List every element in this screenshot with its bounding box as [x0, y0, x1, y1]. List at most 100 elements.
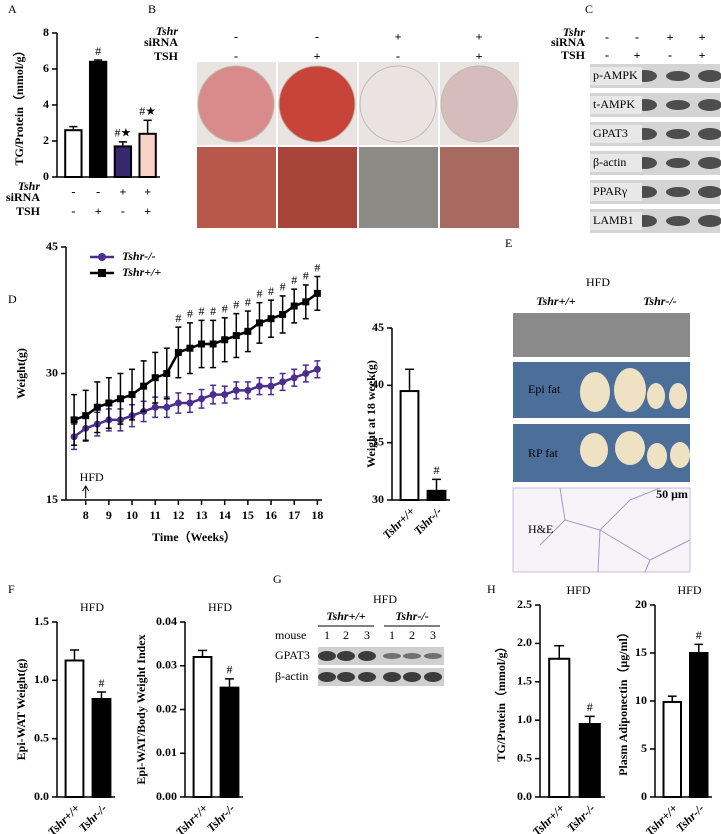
y-axis-label: TG/Protein（mmol/g） — [11, 44, 26, 165]
point — [267, 315, 275, 323]
y-tick-label: 15 — [635, 645, 647, 659]
photo-panels — [197, 62, 691, 573]
point — [93, 403, 101, 411]
blot-label: GPAT3 — [593, 126, 628, 140]
legend-label: Tshr+/+ — [122, 265, 161, 279]
bar — [219, 686, 240, 798]
x-tick-label: Tshr+/+ — [45, 801, 83, 834]
significance-label: # — [99, 676, 105, 690]
lane-number: 2 — [409, 628, 415, 642]
photo — [513, 313, 690, 357]
x-tick-label: 14 — [219, 508, 231, 522]
bar — [399, 390, 420, 502]
point — [198, 395, 206, 403]
photo — [615, 431, 645, 465]
x-tick-label: Tshr-/- — [673, 801, 707, 834]
y-tick-label: 45 — [46, 239, 58, 253]
y-tick-label: 0 — [43, 169, 49, 183]
blot-band — [318, 651, 336, 661]
condition-value: + — [476, 49, 483, 63]
bar — [662, 700, 682, 799]
legend-label: Tshr-/- — [122, 249, 156, 263]
point — [221, 336, 229, 344]
series-line — [73, 292, 319, 422]
blot-band — [666, 187, 690, 197]
blot-band — [318, 672, 336, 682]
blot-label: p-AMPK — [593, 68, 638, 82]
y-tick-label: 1.5 — [517, 674, 532, 688]
blot-label-bg — [590, 154, 642, 172]
significance-label: # — [268, 284, 274, 298]
chart-title: HFD — [208, 600, 232, 614]
blot-band — [666, 216, 690, 226]
photo — [669, 383, 687, 409]
point — [290, 302, 298, 310]
annotation: HFD — [80, 470, 104, 484]
condition-value: - — [234, 49, 238, 63]
y-tick-label: 0.5 — [34, 730, 49, 744]
blot-band — [666, 129, 690, 139]
x-tick-label: Tshr+/+ — [530, 801, 568, 834]
chart-title: HFD — [677, 583, 701, 597]
x-tick-label: Tshr+/+ — [380, 504, 418, 542]
x-tick-label: Tshr+/+ — [173, 801, 211, 834]
point — [151, 374, 159, 382]
x-tick-label: 9 — [106, 508, 112, 522]
bar — [426, 489, 447, 501]
significance-label: # — [256, 286, 262, 300]
blot-band — [403, 672, 421, 682]
y-tick-label: 0.02 — [156, 701, 177, 715]
x-tick-label: Tshr-/- — [411, 504, 445, 538]
point — [209, 340, 217, 348]
y-tick-label: 45 — [372, 320, 384, 334]
x-tick-label: 15 — [242, 508, 254, 522]
point — [232, 332, 240, 340]
significance-label: # — [175, 311, 181, 325]
condition-label: TSH — [16, 204, 41, 218]
row-label: RP fat — [528, 446, 559, 460]
point — [174, 348, 182, 356]
point — [174, 399, 182, 407]
blot-band — [698, 70, 721, 82]
significance-label: # — [434, 463, 440, 477]
y-tick-label: 0.01 — [156, 745, 177, 759]
point — [290, 374, 298, 382]
condition-value: + — [667, 30, 674, 44]
photo — [278, 65, 356, 143]
condition-value: + — [314, 49, 321, 63]
x-tick-label: 13 — [196, 508, 208, 522]
blot-band — [337, 651, 355, 661]
chart-title: HFD — [80, 600, 104, 614]
point — [221, 391, 229, 399]
y-tick-label: 30 — [372, 492, 384, 506]
y-tick-label: 8 — [43, 25, 49, 39]
y-tick-label: 1.0 — [34, 672, 49, 686]
x-tick-label: Tshr+/+ — [643, 801, 681, 834]
significance-label: # — [227, 663, 233, 677]
blot-band — [666, 100, 690, 110]
panel-label: C — [585, 2, 593, 16]
blot-band — [383, 672, 401, 682]
blot-band — [403, 653, 421, 659]
lane-number: 1 — [389, 628, 395, 642]
point — [151, 403, 159, 411]
panel-label: D — [8, 292, 17, 306]
x-tick-label: 10 — [126, 508, 138, 522]
panel-label: H — [487, 582, 496, 596]
x-tick-label: 8 — [83, 508, 89, 522]
y-tick-label: 35 — [372, 434, 384, 448]
condition-label: siRNA — [144, 35, 178, 49]
point — [128, 391, 136, 399]
lane-number: 3 — [364, 628, 370, 642]
photo — [440, 65, 518, 143]
photo — [647, 443, 667, 469]
point — [163, 403, 171, 411]
y-tick-label: 15 — [46, 492, 58, 506]
significance-label: # — [95, 44, 101, 58]
point — [313, 289, 321, 297]
bar — [88, 60, 108, 178]
photo — [440, 147, 519, 228]
y-tick-label: 4 — [43, 97, 49, 111]
y-axis-label: TG/Protein（mmol/g） — [493, 640, 508, 761]
blot-band — [666, 71, 690, 81]
